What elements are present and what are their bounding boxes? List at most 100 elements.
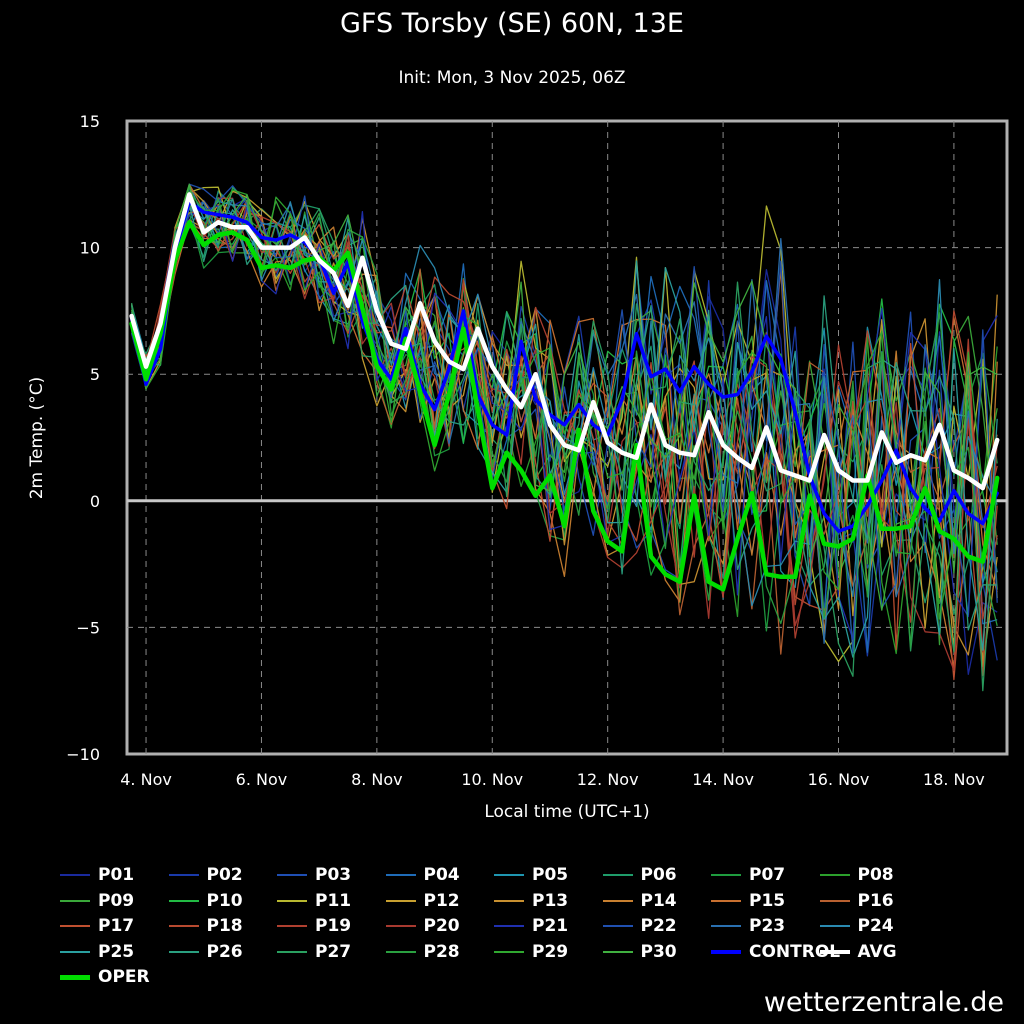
- series-line-p20: [130, 200, 998, 671]
- legend-item-p30: P30: [602, 940, 677, 964]
- legend-swatch: [385, 899, 416, 902]
- legend-swatch: [60, 874, 90, 876]
- legend-item-oper: OPER: [60, 965, 150, 989]
- legend-label: P10: [206, 890, 243, 911]
- chart-title: GFS Torsby (SE) 60N, 13E: [340, 8, 684, 39]
- x-tick-labels: 4. Nov 6. Nov 8. Nov 10. Nov 12. Nov 14. Nov 1…: [120, 770, 985, 789]
- legend-label: P22: [640, 916, 677, 936]
- legend-label: P29: [532, 941, 569, 962]
- legend-swatch: [277, 899, 307, 902]
- legend-item-p11: P11: [277, 889, 351, 913]
- series-line-p26: [130, 198, 998, 631]
- legend-item-p29: P29: [494, 940, 568, 964]
- legend-item-p15: P15: [711, 889, 785, 913]
- legend-swatch: [711, 925, 741, 927]
- x-tick-label: 8. Nov: [351, 770, 403, 789]
- legend-item-avg: AVG: [819, 940, 897, 964]
- series-line-p30: [130, 183, 998, 611]
- legend-label: P12: [423, 890, 460, 911]
- legend-item-p16: P16: [819, 889, 894, 913]
- y-tick-label: −5: [76, 618, 100, 637]
- legend-swatch: [168, 950, 199, 953]
- legend-swatch: [277, 925, 307, 927]
- legend-label: P08: [857, 865, 894, 885]
- legend-label: P02: [206, 865, 243, 885]
- legend-swatch: [60, 899, 90, 902]
- legend-label: P09: [98, 890, 135, 911]
- legend-label: P30: [640, 941, 677, 962]
- legend-swatch: [494, 925, 524, 927]
- temperature-chart: 15 10 5 0 −5 −10 4. Nov 6. Nov 8. Nov 10. Nov 12.…: [66, 112, 1009, 789]
- legend-swatch: [60, 974, 90, 980]
- legend-swatch: [60, 950, 90, 953]
- legend-swatch: [819, 949, 850, 954]
- legend-swatch: [60, 925, 90, 927]
- x-tick-label: 10. Nov: [461, 770, 523, 789]
- legend-swatch: [385, 925, 416, 927]
- legend-label: P16: [857, 890, 894, 911]
- y-tick-label: −10: [66, 745, 100, 764]
- series-line-p11: [130, 186, 998, 663]
- legend-label: OPER: [98, 967, 150, 987]
- legend-label: P18: [206, 916, 243, 936]
- legend-label: P26: [206, 941, 243, 962]
- legend-label: P24: [857, 916, 894, 936]
- legend-item-p09: P09: [60, 889, 134, 913]
- legend-label: P25: [98, 941, 135, 962]
- y-tick-label: 10: [80, 239, 100, 258]
- legend-item-p22: P22: [602, 914, 677, 938]
- legend-swatch: [711, 949, 741, 954]
- y-tick-label: 5: [90, 365, 100, 384]
- ensemble-members: [130, 183, 998, 692]
- legend-label: P14: [640, 890, 677, 911]
- legend-label: P03: [315, 865, 352, 885]
- y-tick-labels: 15 10 5 0 −5 −10: [66, 112, 100, 764]
- legend-item-p21: P21: [494, 914, 568, 938]
- legend-item-p13: P13: [494, 889, 568, 913]
- legend-label: P20: [423, 916, 460, 936]
- legend-swatch: [385, 950, 416, 953]
- legend-swatch: [277, 874, 307, 876]
- series-line-avg: [129, 192, 1000, 491]
- watermark: wetterzentrale.de: [763, 987, 1004, 1018]
- highlighted-series: [129, 192, 1000, 592]
- legend-item-p07: P07: [711, 863, 785, 887]
- legend-item-p08: P08: [819, 863, 894, 887]
- legend-label: P27: [315, 941, 352, 962]
- series-line-p29: [130, 189, 998, 620]
- legend-item-p03: P03: [277, 863, 351, 887]
- legend-label: P13: [532, 890, 569, 911]
- series-line-p27: [130, 186, 998, 692]
- legend-label: P05: [532, 865, 569, 885]
- legend-item-p24: P24: [819, 914, 894, 938]
- legend-swatch: [602, 899, 633, 902]
- series-line-oper: [129, 220, 1000, 592]
- x-axis-label: Local time (UTC+1): [484, 802, 650, 822]
- legend-label: P17: [98, 916, 135, 936]
- plot-frame: [125, 119, 1009, 756]
- legend-swatch: [168, 925, 199, 927]
- legend-swatch: [819, 925, 850, 927]
- legend-label: P21: [532, 916, 569, 936]
- series-line-p19: [130, 197, 998, 639]
- legend-item-p10: P10: [168, 889, 243, 913]
- legend-item-p18: P18: [168, 914, 243, 938]
- legend-label: P15: [749, 890, 786, 911]
- legend-label: P06: [640, 865, 677, 885]
- legend-swatch: [494, 950, 524, 953]
- legend-swatch: [819, 899, 850, 902]
- series-line-control: [129, 200, 999, 533]
- legend-item-p01: P01: [60, 863, 134, 887]
- legend-item-p17: P17: [60, 914, 134, 938]
- legend-swatch: [602, 874, 633, 876]
- legend-swatch: [168, 899, 199, 902]
- chart-subtitle: Init: Mon, 3 Nov 2025, 06Z: [398, 68, 626, 88]
- legend-swatch: [385, 874, 416, 876]
- legend-label: CONTROL: [749, 941, 841, 962]
- legend-swatch: [711, 899, 741, 902]
- x-tick-label: 12. Nov: [577, 770, 639, 789]
- legend-swatch: [602, 925, 633, 927]
- legend-item-p20: P20: [385, 914, 460, 938]
- legend-item-p14: P14: [602, 889, 677, 913]
- legend-label: P04: [423, 865, 460, 885]
